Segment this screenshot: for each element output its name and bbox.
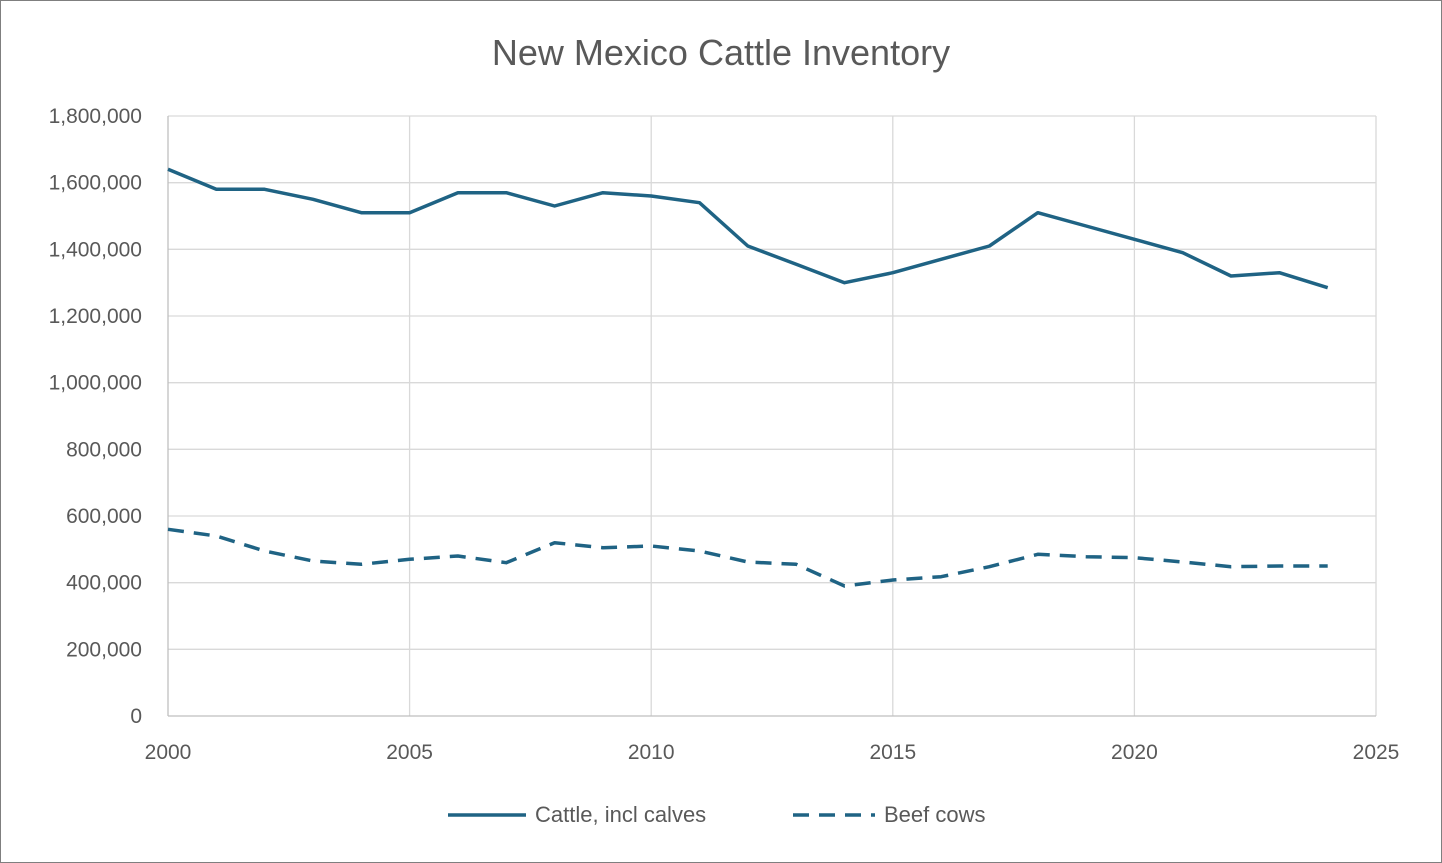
y-tick-label: 1,000,000 (49, 372, 142, 395)
legend-label: Cattle, incl calves (535, 802, 706, 827)
y-tick-label: 0 (130, 705, 142, 728)
legend-item: Beef cows (793, 802, 986, 827)
legend-item: Cattle, incl calves (448, 802, 706, 827)
x-tick-label: 2000 (145, 741, 192, 764)
y-tick-label: 400,000 (66, 572, 142, 595)
x-tick-label: 2020 (1111, 741, 1158, 764)
y-tick-label: 800,000 (66, 438, 142, 461)
axes: 0 200,000 400,000 600,000 800,000 1,000,000 1,… (49, 105, 1400, 764)
y-tick-label: 1,200,000 (49, 305, 142, 328)
series-line-cattle (168, 169, 1328, 287)
chart-title: New Mexico Cattle Inventory (492, 32, 950, 73)
x-tick-label: 2010 (628, 741, 675, 764)
gridlines (168, 116, 1376, 716)
legend: Cattle, incl calves Beef cows (448, 802, 986, 827)
y-tick-label: 1,600,000 (49, 172, 142, 195)
y-tick-label: 200,000 (66, 638, 142, 661)
y-tick-label: 1,400,000 (49, 238, 142, 261)
series-lines (168, 169, 1328, 586)
y-tick-label: 1,800,000 (49, 105, 142, 128)
y-tick-label: 600,000 (66, 505, 142, 528)
series-line-beef-cows (168, 529, 1328, 586)
x-tick-label: 2015 (869, 741, 916, 764)
x-tick-label: 2005 (386, 741, 433, 764)
x-tick-label: 2025 (1353, 741, 1400, 764)
legend-label: Beef cows (884, 802, 986, 827)
